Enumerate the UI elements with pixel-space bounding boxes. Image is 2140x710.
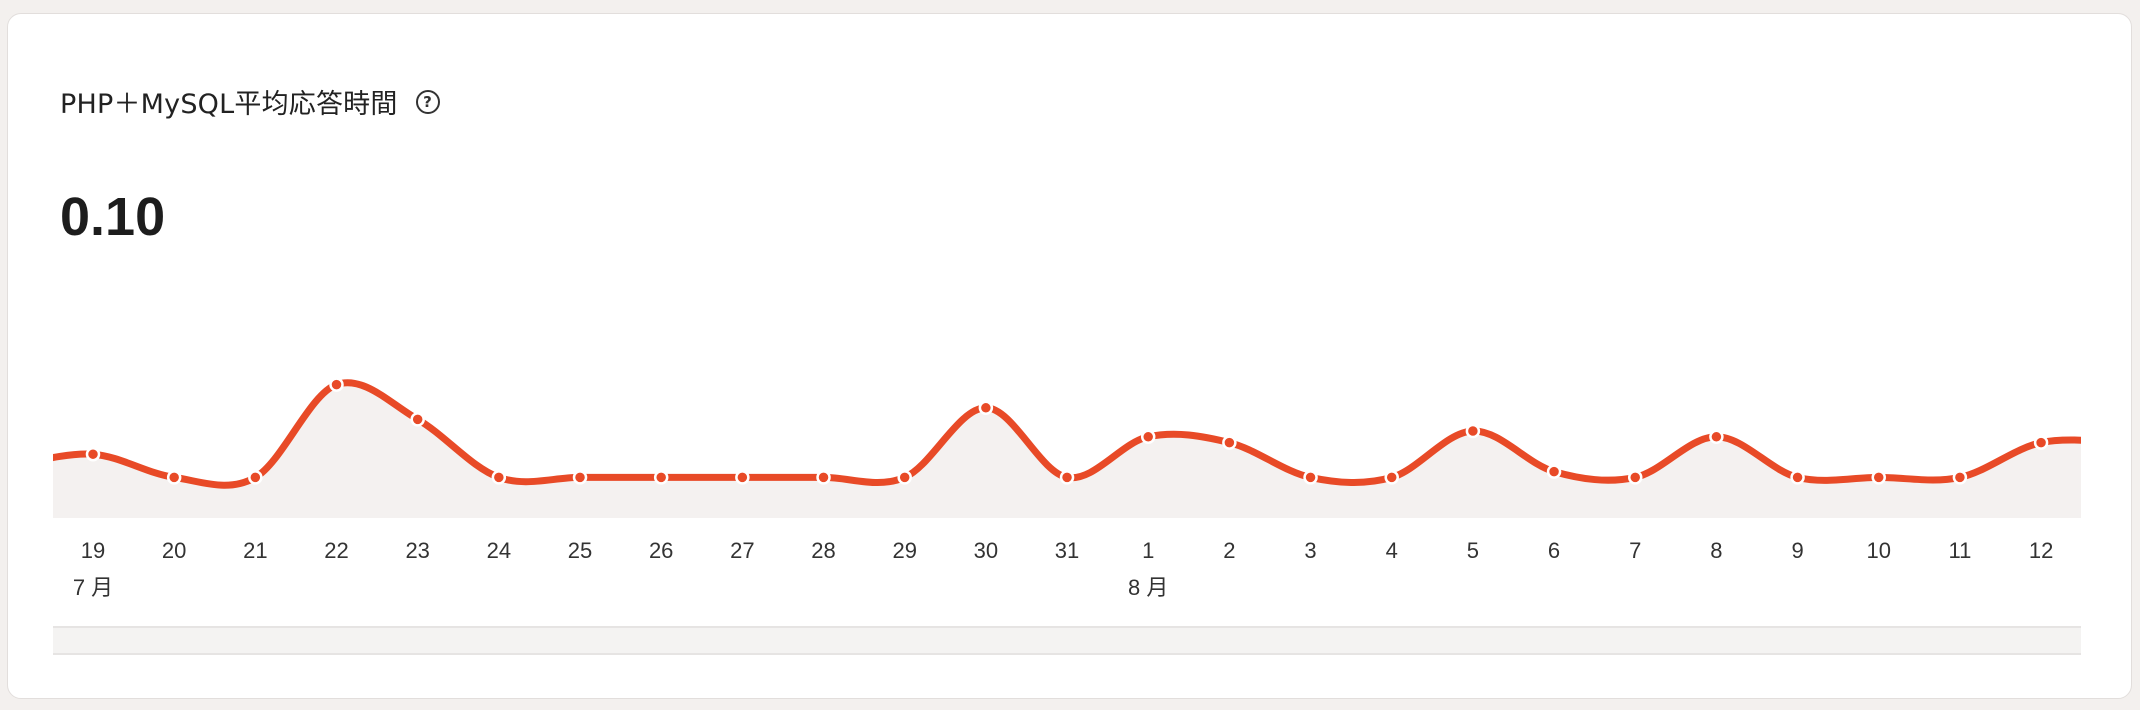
data-point-31[interactable] [1059, 470, 1075, 485]
data-point-3[interactable] [1303, 470, 1318, 485]
data-point-28[interactable] [816, 470, 831, 485]
data-point-20[interactable] [166, 470, 182, 485]
average-value: 0.10 [60, 187, 166, 247]
card-title: PHP＋MySQL平均応答時間 [60, 89, 398, 120]
data-point-8[interactable] [1709, 429, 1724, 445]
x-tick-label: 31 [1055, 538, 1079, 563]
x-tick-label: 7 [1629, 538, 1641, 563]
x-tick-label: 3 [1304, 538, 1316, 563]
x-tick-label: 12 [2029, 538, 2053, 563]
x-tick-label: 11 [1948, 538, 1971, 563]
question-circle-icon[interactable]: ? [415, 89, 440, 114]
data-point-4[interactable] [1384, 470, 1399, 485]
data-point-9[interactable] [1790, 470, 1805, 485]
data-point-6[interactable] [1546, 464, 1562, 479]
x-tick-label: 6 [1548, 538, 1560, 563]
card-title-row: PHP＋MySQL平均応答時間 ? [60, 82, 440, 121]
data-point-2[interactable] [1222, 435, 1237, 450]
data-point-10[interactable] [1871, 470, 1886, 485]
data-point-23[interactable] [410, 412, 425, 427]
data-point-30[interactable] [978, 400, 994, 416]
x-tick-label: 30 [974, 538, 998, 563]
data-point-24[interactable] [491, 470, 507, 485]
x-tick-label: 26 [649, 538, 673, 563]
data-point-12[interactable] [2033, 435, 2049, 450]
x-tick-label: 23 [405, 538, 429, 563]
x-tick-label: 22 [324, 538, 348, 563]
x-tick-label: 5 [1467, 538, 1479, 563]
x-tick-label: 8 [1710, 538, 1722, 563]
x-tick-label: 21 [243, 538, 267, 563]
x-tick-label: 10 [1866, 538, 1890, 563]
data-point-5[interactable] [1465, 423, 1481, 439]
month-label: 8 月 [1128, 575, 1168, 600]
x-tick-label: 4 [1386, 538, 1398, 563]
data-point-27[interactable] [735, 470, 750, 485]
x-tick-label: 20 [162, 538, 186, 563]
x-tick-label: 28 [811, 538, 835, 563]
x-tick-label: 1 [1142, 538, 1154, 563]
data-point-19[interactable] [85, 446, 101, 462]
data-point-1[interactable] [1140, 429, 1156, 445]
data-point-29[interactable] [897, 470, 912, 485]
x-tick-label: 19 [81, 538, 105, 563]
chart-range-scrollbar[interactable] [53, 626, 2081, 655]
data-point-11[interactable] [1952, 470, 1968, 485]
area-fill [53, 382, 2081, 518]
data-point-22[interactable] [329, 377, 344, 392]
x-tick-label: 27 [730, 538, 754, 563]
x-tick-label: 25 [568, 538, 592, 563]
data-point-7[interactable] [1627, 470, 1643, 485]
x-tick-label: 29 [892, 538, 916, 563]
data-point-25[interactable] [572, 470, 588, 485]
month-label: 7 月 [73, 575, 113, 600]
x-tick-label: 2 [1223, 538, 1235, 563]
x-tick-label: 9 [1791, 538, 1803, 563]
data-point-26[interactable] [653, 470, 669, 485]
x-tick-label: 24 [487, 538, 511, 563]
data-point-21[interactable] [248, 470, 263, 485]
response-time-card: PHP＋MySQL平均応答時間 ? 0.10 [7, 13, 2132, 699]
